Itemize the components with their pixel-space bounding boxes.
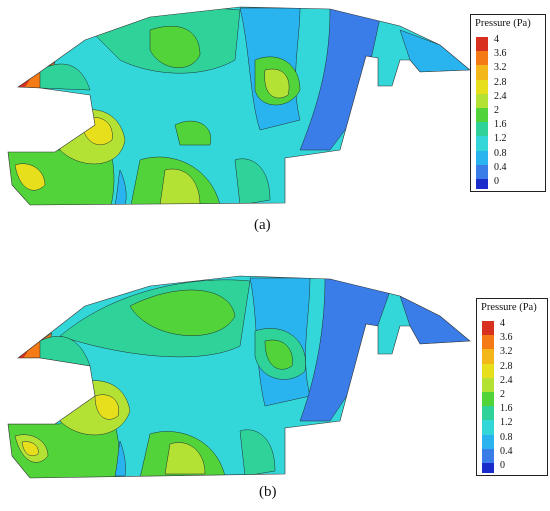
swatch-3-2 [476, 65, 488, 80]
swatch-2-8 [476, 79, 488, 94]
swatch-0-4 [476, 164, 488, 179]
swatch-4 [482, 321, 494, 336]
tick-label: 2.4 [494, 90, 507, 102]
tick-label: 0.8 [494, 147, 507, 159]
panel-b: Pressure (Pa) 4 3.6 3.2 2.8 2.4 2 1.6 1.… [0, 256, 550, 511]
legend-ticks: 4 3.6 3.2 2.8 2.4 2 1.6 1.2 0.8 0.4 0 [500, 318, 513, 474]
tick-label: 3.6 [500, 332, 513, 344]
tick-label: 2.8 [494, 76, 507, 88]
swatch-1-6 [482, 406, 494, 421]
contour-plot-b [7, 275, 471, 479]
swatch-1-2 [482, 420, 494, 435]
pressure-field-b [8, 276, 470, 478]
caption-a: (a) [254, 217, 271, 233]
swatch-1-2 [476, 136, 488, 151]
swatch-2 [476, 107, 488, 123]
panel-a: Pressure (Pa) 4 3.6 3.2 2.8 2.4 2 1.6 1.… [0, 0, 550, 250]
swatch-0 [482, 462, 494, 473]
domain-outline-b [7, 275, 471, 479]
tick-label: 1.2 [500, 417, 513, 429]
legend-a: Pressure (Pa) 4 3.6 3.2 2.8 2.4 2 1.6 1.… [470, 14, 546, 192]
tick-label: 2 [494, 104, 499, 116]
legend-ticks: 4 3.6 3.2 2.8 2.4 2 1.6 1.2 0.8 0.4 0 [494, 34, 507, 190]
tick-label: 3.2 [494, 62, 507, 74]
swatch-3-2 [482, 349, 494, 364]
tick-label: 2.8 [500, 360, 513, 372]
tick-label: 4 [494, 34, 499, 45]
pressure-field-a [8, 7, 470, 205]
caption-b: (b) [259, 484, 277, 500]
tick-label: 2 [500, 388, 505, 400]
tick-label: 1.6 [494, 119, 507, 131]
swatch-0-4 [482, 448, 494, 463]
swatch-2-4 [482, 377, 494, 392]
swatch-3-6 [476, 51, 488, 66]
tick-label: 0 [500, 459, 505, 471]
colorbar [482, 321, 494, 473]
tick-label: 3.2 [500, 346, 513, 358]
swatch-0-8 [476, 150, 488, 165]
swatch-2-4 [476, 93, 488, 108]
tick-label: 0 [494, 175, 499, 187]
tick-label: 2.4 [500, 374, 513, 386]
colorbar [476, 37, 488, 189]
tick-label: 3.6 [494, 48, 507, 60]
swatch-4 [476, 37, 488, 52]
legend-title: Pressure (Pa) [481, 302, 537, 313]
tick-label: 4 [500, 318, 505, 329]
swatch-0 [476, 178, 488, 189]
swatch-2 [482, 391, 494, 407]
contour-plot-a [7, 6, 470, 206]
tick-label: 0.4 [494, 161, 507, 173]
tick-label: 0.4 [500, 445, 513, 457]
tick-label: 1.6 [500, 403, 513, 415]
tick-label: 0.8 [500, 431, 513, 443]
swatch-0-8 [482, 434, 494, 449]
legend-title: Pressure (Pa) [475, 18, 531, 29]
swatch-2-8 [482, 363, 494, 378]
swatch-1-6 [476, 122, 488, 137]
domain-outline-a [7, 6, 470, 206]
swatch-3-6 [482, 335, 494, 350]
tick-label: 1.2 [494, 133, 507, 145]
legend-b: Pressure (Pa) 4 3.6 3.2 2.8 2.4 2 1.6 1.… [476, 298, 548, 476]
